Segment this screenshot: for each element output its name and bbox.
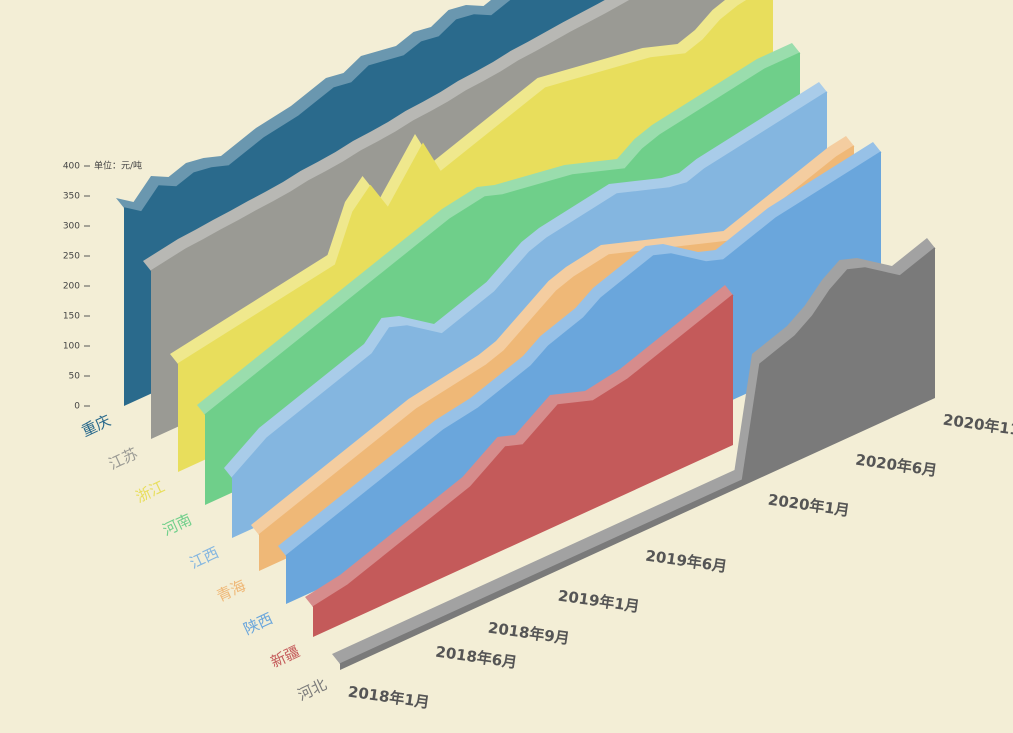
y-tick-label: 150 — [63, 312, 80, 322]
y-tick-label: 200 — [63, 282, 80, 292]
ribbon-line — [339, 247, 936, 665]
y-tick-label: 400 — [63, 162, 80, 172]
ribbon-face — [340, 248, 935, 670]
ribbon-line — [312, 294, 734, 608]
ribbon-top — [251, 136, 854, 535]
ribbon-line — [285, 151, 882, 557]
ribbon-line — [231, 91, 828, 479]
ribbon-top — [143, 0, 631, 271]
ribbon-face — [313, 295, 733, 637]
y-tick-label: 100 — [63, 342, 80, 352]
ribbon-line — [123, 0, 513, 213]
ribbon-top — [197, 43, 800, 415]
ribbon-top — [170, 0, 748, 364]
ribbon-top — [224, 82, 827, 478]
ribbon-top — [116, 0, 512, 212]
y-tick-label: 0 — [74, 402, 80, 412]
ribbon-top — [278, 142, 881, 556]
y-tick-label: 50 — [69, 372, 81, 382]
y-tick-label: 350 — [63, 192, 80, 202]
y-tick-label: 300 — [63, 222, 80, 232]
ribbon-line — [177, 0, 749, 365]
y-axis-label: 单位：元/吨 — [94, 160, 142, 172]
y-tick-label: 250 — [63, 252, 80, 262]
ribbon-line — [150, 0, 633, 272]
ribbon-face — [286, 152, 881, 604]
ribbon-line — [204, 52, 801, 416]
ribbon-top — [305, 285, 733, 607]
